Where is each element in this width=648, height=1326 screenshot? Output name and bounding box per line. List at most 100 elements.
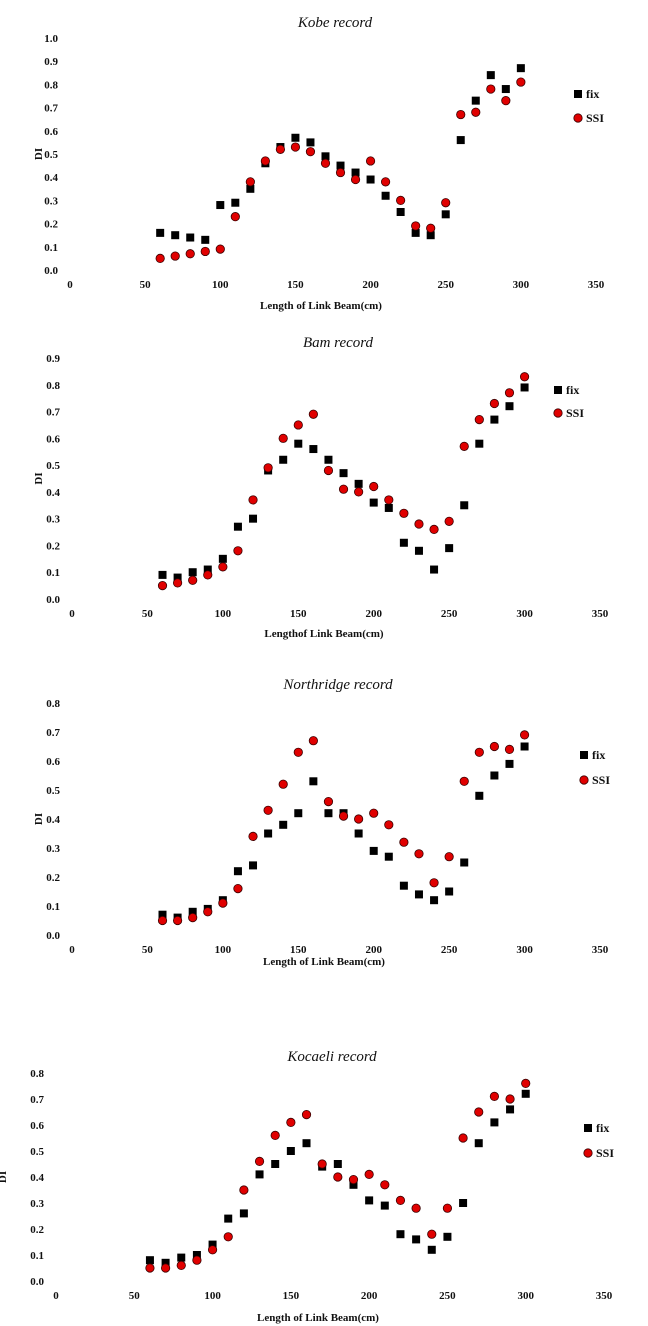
- data-point-fix: [192, 1251, 201, 1259]
- data-point-fix: [366, 175, 375, 184]
- data-point-ssi: [155, 253, 165, 263]
- x-tick-label: 100: [212, 279, 229, 291]
- data-point-ssi: [230, 212, 240, 222]
- data-point-ssi: [233, 546, 243, 556]
- data-point-ssi: [411, 1203, 421, 1213]
- data-point-fix: [201, 235, 210, 244]
- data-point-fix: [490, 1118, 499, 1127]
- data-point-ssi: [173, 578, 183, 588]
- chart-svg: Bam record 0.0 0.1 0.2 0.3 0.4 0.5 0.6 0.7 0.8 0.9…: [33, 335, 609, 640]
- data-point-fix: [521, 1089, 530, 1098]
- data-point-fix: [486, 71, 495, 80]
- data-point-ssi: [521, 1078, 531, 1089]
- data-point-fix: [279, 820, 288, 829]
- data-point-fix: [506, 1105, 515, 1114]
- y-tick-label: 0.4: [46, 487, 60, 499]
- y-axis-label: DI: [0, 1171, 9, 1183]
- legend-marker-fix: [554, 386, 562, 394]
- data-point-fix: [354, 479, 363, 488]
- data-point-fix: [302, 1139, 311, 1148]
- y-tick-label: 0.7: [46, 727, 60, 739]
- y-tick-label: 0.0: [46, 930, 60, 942]
- data-point-ssi: [504, 388, 515, 398]
- data-point-ssi: [320, 158, 331, 168]
- y-tick-label: 0.1: [46, 567, 60, 579]
- data-point-ssi: [399, 508, 409, 518]
- data-point-fix: [399, 538, 408, 547]
- data-point-fix: [430, 896, 439, 905]
- y-tick-label: 0.4: [46, 814, 60, 826]
- data-point-fix: [399, 881, 408, 890]
- data-point-ssi: [444, 516, 454, 526]
- data-point-fix: [324, 455, 333, 464]
- data-point-fix: [186, 233, 195, 242]
- data-point-ssi: [203, 570, 213, 580]
- data-point-ssi: [501, 96, 511, 106]
- x-tick-label: 150: [283, 1290, 300, 1302]
- chart-panel-kocaeli: Kocaeli record 0.0 0.1 0.2 0.3 0.4 0.5 0.6 0.7 0.…: [0, 1000, 648, 1324]
- data-point-ssi: [458, 1133, 468, 1143]
- data-point-fix: [471, 96, 480, 105]
- data-point-fix: [246, 184, 255, 193]
- data-point-ssi: [323, 797, 334, 807]
- y-tick-label: 0.5: [44, 149, 58, 161]
- data-point-ssi: [248, 495, 258, 505]
- data-point-ssi: [516, 77, 526, 87]
- x-tick-label: 50: [140, 279, 152, 291]
- x-tick-label: 250: [439, 1290, 456, 1302]
- legend-marker-fix: [574, 90, 582, 98]
- y-tick-label: 0.7: [44, 103, 58, 115]
- data-point-ssi: [254, 1156, 265, 1166]
- y-tick-label: 0.8: [46, 698, 60, 710]
- y-axis-label: DI: [33, 472, 45, 484]
- data-point-fix: [351, 168, 360, 177]
- data-point-ssi: [157, 915, 168, 926]
- data-point-ssi: [263, 463, 273, 473]
- data-point-fix: [516, 64, 525, 73]
- data-point-ssi: [305, 147, 316, 157]
- data-point-fix: [336, 161, 345, 170]
- data-point-ssi: [364, 1169, 374, 1179]
- legend-marker-ssi: [583, 1148, 593, 1158]
- legend-label: fix: [566, 383, 579, 397]
- data-point-ssi: [207, 1245, 218, 1255]
- data-point-fix: [396, 208, 405, 216]
- x-tick-label: 50: [142, 608, 154, 620]
- data-point-ssi: [442, 1203, 453, 1213]
- data-point-ssi: [188, 575, 198, 585]
- data-point-fix: [427, 1245, 436, 1254]
- x-tick-label: 50: [129, 1290, 141, 1302]
- y-tick-label: 0.8: [46, 380, 60, 392]
- data-point-fix: [291, 133, 300, 142]
- data-point-ssi: [489, 1091, 499, 1102]
- data-point-fix: [158, 910, 167, 919]
- data-point-ssi: [317, 1159, 327, 1169]
- data-point-fix: [208, 1240, 217, 1249]
- y-tick-label: 0.0: [46, 594, 60, 606]
- y-tick-label: 0.2: [46, 540, 60, 552]
- y-tick-label: 0.3: [46, 514, 60, 526]
- data-point-ssi: [474, 747, 484, 757]
- y-tick-label: 0.1: [30, 1250, 44, 1262]
- data-point-ssi: [444, 852, 454, 862]
- data-point-fix: [459, 1199, 468, 1207]
- data-point-fix: [505, 402, 514, 411]
- data-point-ssi: [338, 811, 349, 821]
- data-point-ssi: [308, 409, 318, 419]
- data-point-ssi: [348, 1175, 359, 1185]
- x-tick-label: 0: [69, 608, 75, 620]
- data-point-ssi: [260, 156, 270, 166]
- data-point-ssi: [170, 251, 180, 261]
- chart-svg: Kobe record 0.0 0.1 0.2 0.3 0.4 0.5 0.6 0.7 0.8 0.…: [33, 15, 605, 312]
- data-point-ssi: [474, 1107, 484, 1117]
- data-point-ssi: [333, 1172, 343, 1182]
- data-point-ssi: [223, 1232, 233, 1242]
- data-point-ssi: [293, 747, 303, 757]
- data-point-fix: [426, 231, 435, 240]
- x-tick-label: 300: [516, 608, 533, 620]
- x-tick-label: 350: [592, 608, 609, 620]
- data-point-ssi: [396, 195, 406, 205]
- data-point-ssi: [505, 1094, 515, 1104]
- data-point-ssi: [173, 915, 183, 926]
- chart-title: Kocaeli record: [286, 1049, 377, 1065]
